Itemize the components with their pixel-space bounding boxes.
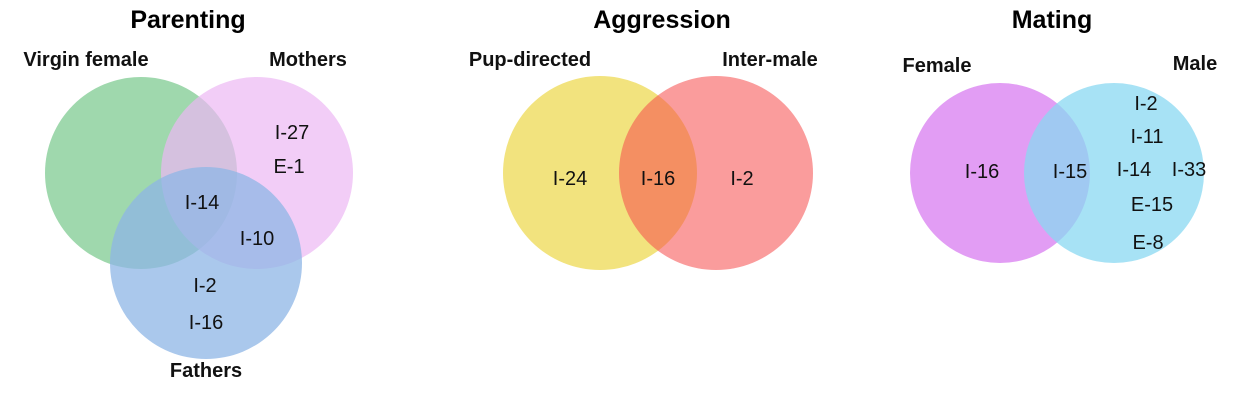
set-label-mothers: Mothers (269, 49, 347, 71)
region-all-three: I-14 (185, 192, 219, 214)
region-pup-only: I-24 (553, 168, 587, 190)
region-male-only-6: E-8 (1132, 232, 1163, 254)
region-mothers-fathers: I-10 (240, 228, 274, 250)
set-label-pup-directed: Pup-directed (469, 49, 591, 71)
set-label-inter-male: Inter-male (722, 49, 818, 71)
set-label-male: Male (1173, 53, 1217, 75)
circle-fathers (110, 167, 302, 359)
region-mothers-only-1: I-27 (275, 122, 309, 144)
aggression-title: Aggression (593, 6, 731, 34)
region-mothers-only-2: E-1 (273, 156, 304, 178)
parenting-title: Parenting (130, 6, 245, 34)
region-fathers-only-2: I-16 (189, 312, 223, 334)
region-female-only: I-16 (965, 161, 999, 183)
set-label-virgin-female: Virgin female (23, 49, 148, 71)
circle-male (1024, 83, 1204, 263)
region-male-only-4: I-33 (1172, 159, 1206, 181)
region-aggression-overlap: I-16 (641, 168, 675, 190)
aggression-venn: Aggression Pup-directed Inter-male I-24 … (469, 6, 818, 270)
circle-inter-male (619, 76, 813, 270)
region-male-only-2: I-11 (1131, 126, 1164, 148)
parenting-venn: Parenting Virgin female Mothers Fathers … (23, 6, 353, 382)
region-male-only-5: E-15 (1131, 194, 1173, 216)
mating-title: Mating (1012, 6, 1093, 34)
region-mating-overlap: I-15 (1053, 161, 1087, 183)
region-fathers-only-1: I-2 (193, 275, 216, 297)
set-label-fathers: Fathers (170, 360, 242, 382)
region-inter-male-only: I-2 (730, 168, 753, 190)
region-male-only-3: I-14 (1117, 159, 1151, 181)
mating-venn: Mating Female Male I-16 I-15 I-2 I-11 I-… (903, 6, 1217, 263)
region-male-only-1: I-2 (1134, 93, 1157, 115)
set-label-female: Female (903, 55, 972, 77)
